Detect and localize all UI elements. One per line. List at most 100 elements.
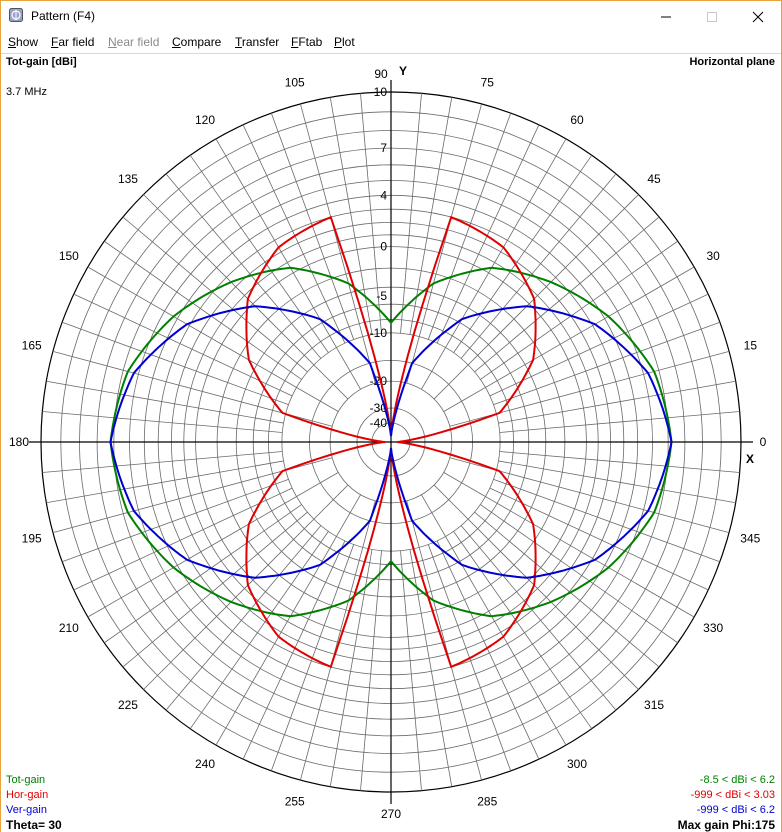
grid-spoke: [87, 266, 339, 412]
polar-chart: 0 15 30 45 60 75 105 120 135 150 165 180 195 210 225 24…: [9, 67, 767, 821]
angle-tick-label: 195: [22, 531, 42, 545]
grid-spoke: [400, 550, 422, 791]
polar-plot-area[interactable]: 0 15 30 45 60 75 105 120 135 150 165 180 195 210 225 24…: [1, 53, 781, 832]
menu-transfer[interactable]: Transfer: [235, 35, 280, 49]
ver-gain-curve: [109, 305, 673, 579]
menu-plot[interactable]: Plot: [334, 35, 355, 49]
grid-spoke: [165, 173, 322, 359]
angle-tick-label: 45: [647, 172, 661, 186]
grid-spoke: [474, 216, 660, 373]
angle-tick-label: 225: [118, 698, 138, 712]
grid-spoke: [474, 511, 660, 668]
x-axis-label: X: [746, 452, 755, 466]
grid-spoke: [46, 460, 284, 504]
angle-tick-label: 90: [374, 67, 388, 81]
grid-spoke: [421, 138, 567, 390]
close-icon: [752, 11, 764, 23]
radial-tick-label: 7: [380, 141, 387, 155]
grid-spoke: [406, 103, 482, 384]
grid-spoke: [87, 472, 339, 618]
plane-label: Horizontal plane: [689, 56, 775, 68]
grid-spoke: [104, 240, 302, 380]
grid-spoke: [122, 216, 308, 373]
grid-spoke: [300, 103, 376, 384]
radial-tick-label: 10: [374, 85, 388, 99]
angle-tick-label: 285: [477, 794, 497, 808]
maximize-icon: [707, 12, 717, 22]
grid-spoke: [61, 321, 289, 406]
legend-tot-gain: Tot-gain: [6, 774, 46, 786]
grid-spoke: [400, 93, 422, 334]
grid-spoke: [73, 293, 293, 397]
grid-spoke: [499, 411, 740, 433]
menu-far-field[interactable]: Far field: [51, 35, 95, 49]
grid-spoke: [498, 380, 736, 424]
grid-spoke: [61, 478, 289, 563]
grid-spoke: [189, 155, 329, 353]
antenna-app-icon: [9, 8, 23, 22]
angle-tick-label: 105: [285, 76, 305, 90]
grid-spoke: [493, 321, 721, 406]
minimize-button[interactable]: [643, 1, 689, 31]
grid-spoke: [436, 124, 540, 344]
grid-spoke: [480, 504, 678, 644]
angle-tick-label: 270: [381, 807, 401, 821]
grid-spoke: [122, 511, 308, 668]
grid-spoke: [480, 240, 678, 380]
grid-spoke: [329, 97, 373, 335]
gain-unit-label: Tot-gain [dBi]: [6, 56, 77, 68]
grid-spoke: [406, 500, 482, 781]
grid-spoke: [409, 97, 453, 335]
grid-spoke: [460, 173, 617, 359]
frequency-label: 3.7 MHz: [6, 86, 47, 98]
close-button[interactable]: [735, 1, 781, 31]
grid-spoke: [42, 411, 283, 433]
angle-tick-label: 15: [744, 339, 758, 353]
angle-tick-label: 165: [22, 339, 42, 353]
grid-spoke: [242, 124, 346, 344]
angle-tick-label: 180: [9, 435, 29, 449]
angle-tick-label: 210: [59, 621, 79, 635]
hor-gain-curve: [245, 215, 537, 669]
menu-bar: Show Far field Near field Compare Transf…: [1, 32, 781, 52]
legend-hor-gain-range: -999 < dBi < 3.03: [690, 789, 775, 801]
legend-ver-gain-range: -999 < dBi < 6.2: [696, 804, 775, 816]
angle-tick-label: 345: [740, 531, 760, 545]
angle-tick-label: 135: [118, 172, 138, 186]
legend-ver-gain: Ver-gain: [6, 804, 47, 816]
grid-spoke: [436, 540, 540, 760]
grid-spoke: [42, 451, 283, 473]
radial-tick-label: -10: [370, 326, 388, 340]
theta-readout: Theta= 30: [6, 818, 62, 832]
menu-fftab[interactable]: FFtab: [291, 35, 323, 49]
angle-tick-label: 60: [570, 113, 584, 127]
grid-spoke: [499, 451, 740, 473]
grid-spoke: [453, 531, 593, 729]
grid-spoke: [215, 138, 361, 390]
radial-tick-label: 4: [380, 188, 387, 202]
maximize-button[interactable]: [689, 1, 735, 31]
angle-tick-label: 240: [195, 757, 215, 771]
radial-tick-label: -40: [370, 416, 388, 430]
grid-spoke: [242, 540, 346, 760]
grid-spoke: [489, 293, 709, 397]
menu-compare[interactable]: Compare: [172, 35, 222, 49]
grid-spoke: [165, 525, 322, 711]
grid-spoke: [433, 484, 639, 690]
legend-tot-gain-range: -8.5 < dBi < 6.2: [699, 774, 775, 786]
title-bar[interactable]: Pattern (F4): [1, 1, 781, 31]
grid-spoke: [73, 487, 293, 591]
grid-spoke: [443, 266, 695, 412]
radial-tick-label: 0: [380, 240, 387, 254]
angle-tick-label: 330: [703, 621, 723, 635]
angle-tick-label: 0: [760, 435, 767, 449]
angle-tick-label: 150: [59, 249, 79, 263]
angle-tick-label: 315: [644, 698, 664, 712]
menu-near-field[interactable]: Near field: [108, 35, 160, 49]
grid-spoke: [460, 525, 617, 711]
menu-show[interactable]: Show: [8, 35, 39, 49]
grid-spoke: [215, 494, 361, 746]
grid-spoke: [409, 549, 453, 787]
angle-tick-label: 30: [706, 249, 720, 263]
